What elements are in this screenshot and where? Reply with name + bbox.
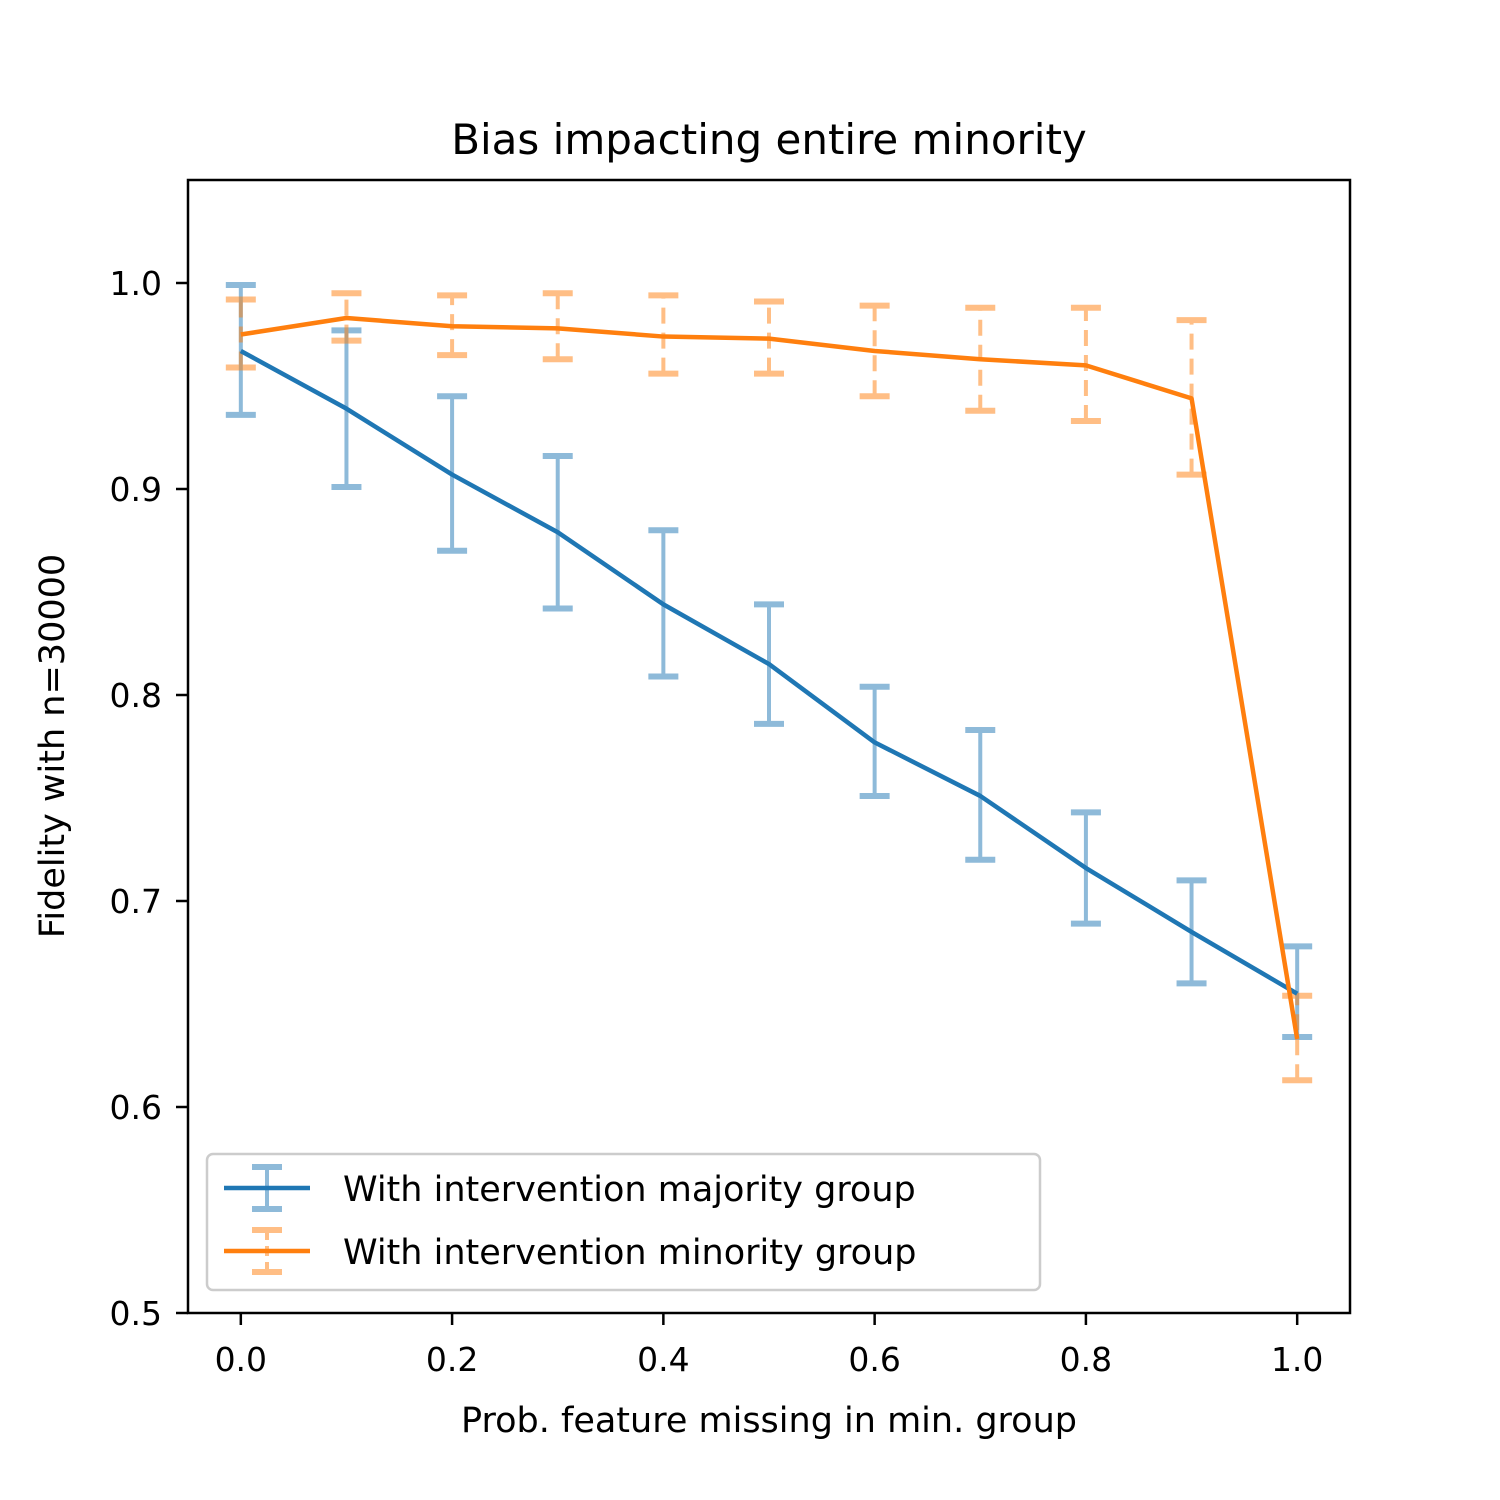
- y-tick-label: 0.7: [110, 882, 162, 921]
- y-tick-label: 0.6: [110, 1088, 162, 1127]
- legend: With intervention majority group With int…: [205, 1152, 1042, 1292]
- series-2-line: [240, 315, 1300, 1040]
- series-1-line: [239, 349, 1299, 996]
- axes-frame: [186, 178, 1352, 1315]
- series-2-errorbar: [1282, 992, 1313, 1084]
- x-tick-label: 1.0: [1271, 1340, 1323, 1379]
- legend-item-1: With intervention majority group: [224, 1164, 916, 1212]
- legend-item-2: With intervention minority group: [224, 1227, 916, 1275]
- legend-box: [205, 1152, 1042, 1292]
- y-tick-label: 0.8: [110, 676, 162, 715]
- y-tick-label: 0.9: [110, 470, 162, 509]
- x-axis-label: Prob. feature missing in min. group: [461, 1401, 1077, 1441]
- series-2-errorbar: [859, 302, 890, 400]
- legend-label: With intervention minority group: [343, 1233, 916, 1273]
- y-tick-label: 0.5: [110, 1294, 162, 1333]
- x-tick-label: 0.2: [426, 1340, 478, 1379]
- y-axis-label: Fidelity with n=30000: [33, 554, 73, 938]
- y-tick-label: 1.0: [110, 264, 162, 303]
- legend-label: With intervention majority group: [343, 1170, 916, 1210]
- x-tick-label: 0.0: [215, 1340, 267, 1379]
- chart-title: Bias impacting entire minority: [451, 115, 1087, 164]
- x-tick-label: 0.6: [848, 1340, 900, 1379]
- plot-area: [225, 282, 1313, 1084]
- series-2-errorbar: [331, 290, 362, 344]
- x-tick-label: 0.4: [637, 1340, 689, 1379]
- x-tick-label: 0.8: [1060, 1340, 1112, 1379]
- axes: 0.0 0.2 0.4 0.6 0.8 1.0 0.5 0.6 0.7 0.8 0.9 1.0: [110, 178, 1352, 1379]
